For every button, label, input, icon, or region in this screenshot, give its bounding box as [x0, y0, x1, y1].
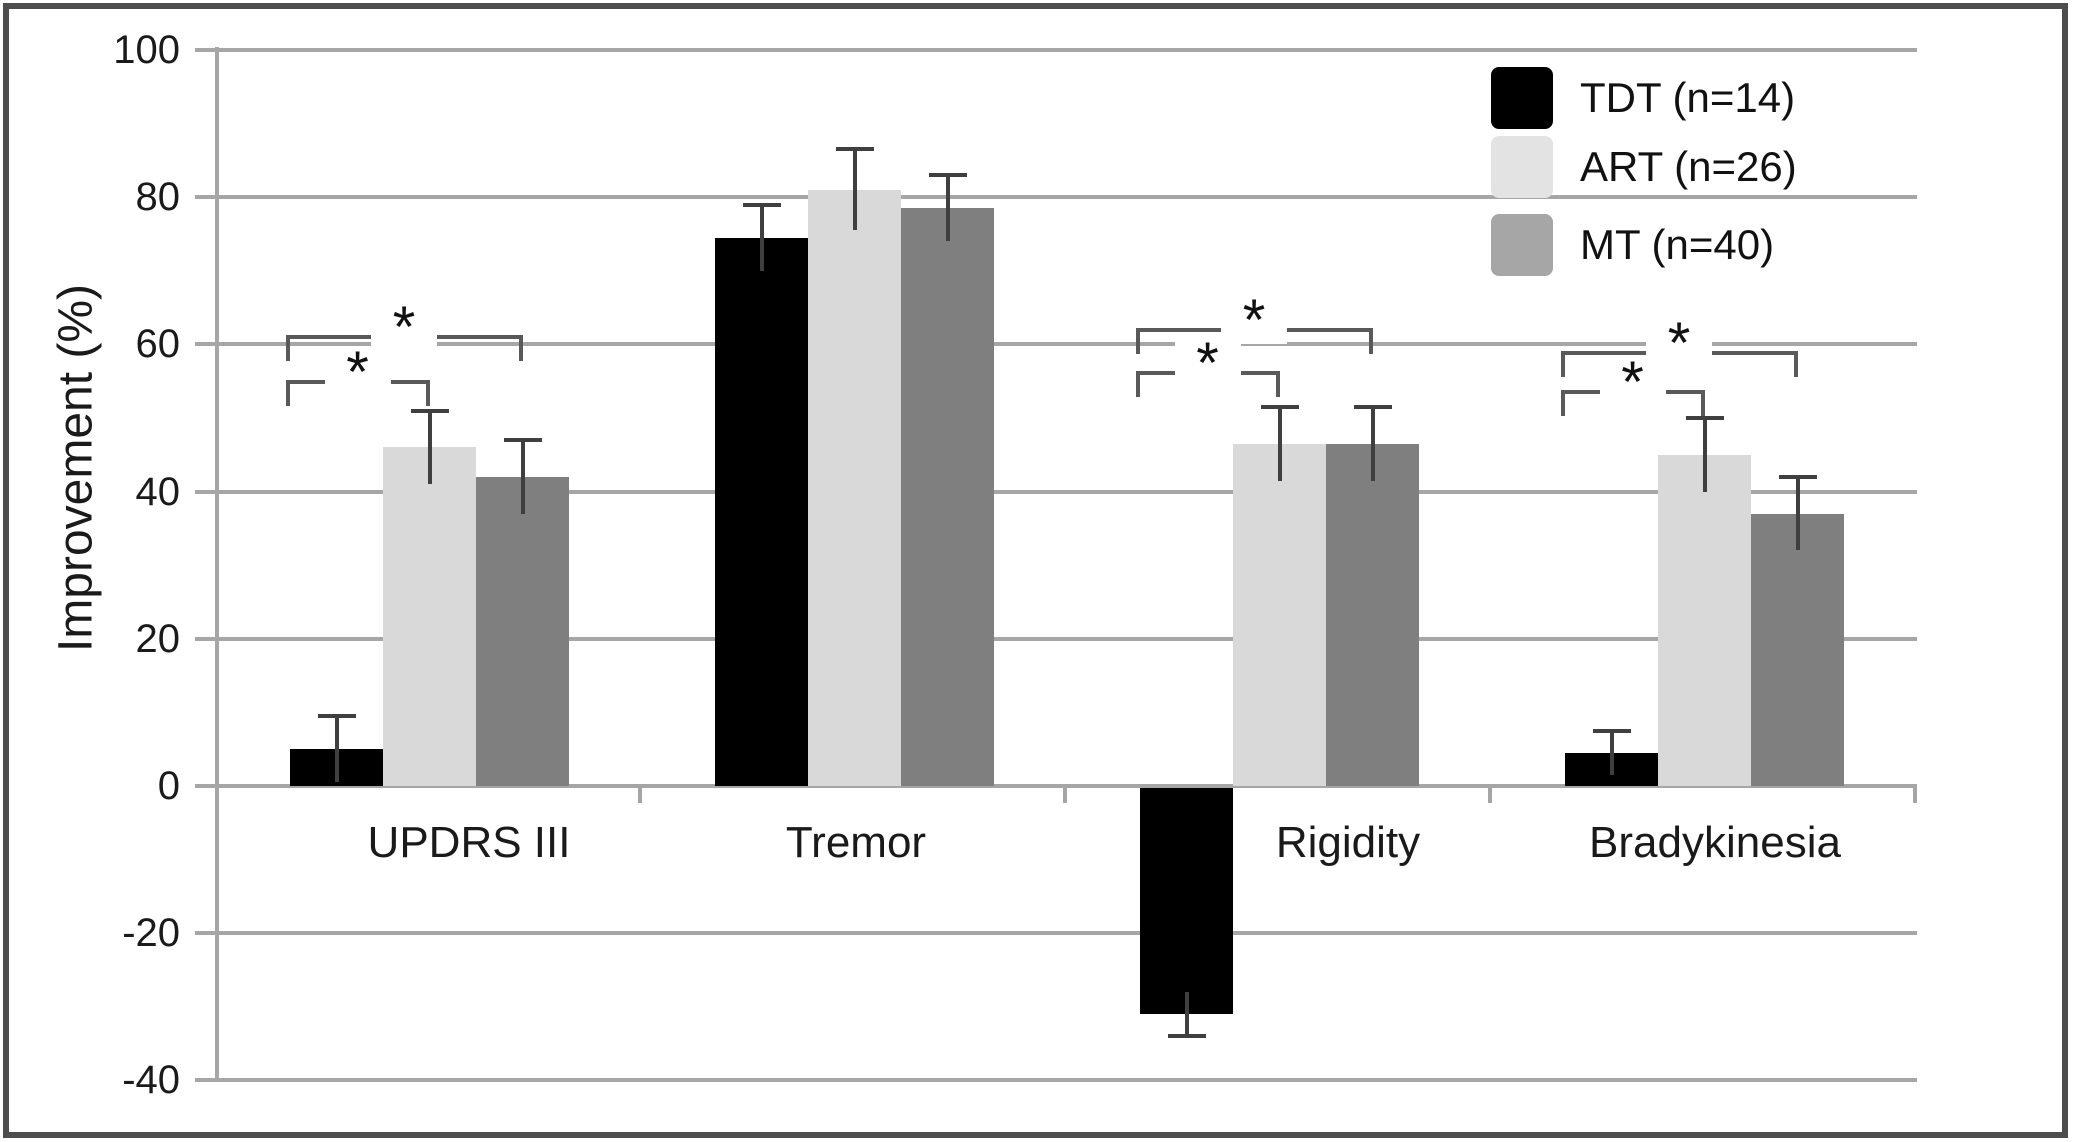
- error-bar-cap: [1685, 416, 1724, 420]
- error-bar-cap: [742, 202, 781, 207]
- bar-mt-2: [1326, 443, 1419, 786]
- error-bar-line: [1370, 406, 1375, 481]
- significance-bracket-end: [1560, 351, 1565, 377]
- error-bar-cap: [835, 147, 874, 152]
- error-bar-cap: [1592, 728, 1631, 733]
- category-label: Tremor: [785, 818, 927, 867]
- bar-art-3: [1658, 454, 1751, 786]
- legend-swatch: [1491, 67, 1553, 129]
- y-gridline: [217, 489, 1917, 494]
- significance-bracket-end: [1368, 328, 1373, 354]
- error-bar-line: [427, 410, 432, 485]
- error-bar-line: [1702, 418, 1707, 492]
- significance-bracket-end: [1135, 328, 1140, 354]
- error-bar-cap: [928, 173, 967, 178]
- x-tick: [1488, 786, 1492, 803]
- error-bar-line: [1609, 730, 1614, 775]
- significance-bracket-end: [285, 335, 290, 361]
- y-gridline: [217, 342, 1917, 347]
- legend-label: TDT (n=14): [1580, 74, 1796, 121]
- y-gridline: [217, 48, 1917, 52]
- y-tick-label: 80: [135, 175, 181, 220]
- x-tick: [1063, 786, 1067, 803]
- bar-tdt-1: [715, 237, 808, 786]
- y-tick-label: 100: [113, 28, 180, 72]
- error-bar-line: [1795, 476, 1800, 551]
- y-tick: [195, 342, 218, 347]
- y-gridline: [217, 931, 1917, 936]
- y-tick-label: 40: [135, 469, 181, 514]
- error-bar-cap: [1778, 474, 1817, 479]
- legend-swatch: [1491, 136, 1553, 198]
- category-label: Bradykinesia: [1589, 818, 1841, 867]
- error-bar-line: [1184, 992, 1189, 1037]
- significance-asterisk: *: [1221, 292, 1287, 350]
- bar-tdt-2: [1140, 788, 1233, 1015]
- x-tick: [638, 786, 642, 803]
- y-tick-label: 0: [157, 764, 180, 808]
- legend-swatch: [1491, 214, 1553, 276]
- y-tick: [195, 48, 218, 52]
- significance-bracket-end: [1275, 371, 1280, 397]
- error-bar-line: [945, 175, 950, 242]
- legend-label: MT (n=40): [1580, 221, 1775, 268]
- y-gridline: [217, 636, 1917, 641]
- y-tick: [195, 784, 218, 788]
- error-bar-cap: [1353, 404, 1392, 409]
- error-bar-line: [1277, 406, 1282, 481]
- y-axis-title: Improvement (%): [49, 283, 103, 653]
- significance-bracket-end: [1793, 351, 1798, 377]
- significance-asterisk: *: [1599, 354, 1666, 412]
- category-label: UPDRS III: [367, 818, 571, 867]
- significance-bracket-end: [518, 335, 523, 361]
- y-tick-label: 60: [135, 322, 181, 367]
- significance-asterisk: *: [371, 299, 437, 357]
- significance-bracket-end: [425, 380, 430, 406]
- bar-mt-3: [1751, 513, 1844, 786]
- bar-art-0: [383, 447, 476, 786]
- error-bar-cap: [410, 408, 449, 413]
- error-bar-cap: [317, 714, 356, 719]
- legend-label: ART (n=26): [1580, 143, 1797, 190]
- error-bar-line: [520, 440, 525, 514]
- y-tick: [195, 931, 218, 936]
- y-gridline: [217, 784, 1917, 788]
- error-bar-line: [759, 204, 764, 271]
- bar-mt-1: [901, 208, 994, 786]
- error-bar-cap: [1167, 1034, 1206, 1039]
- y-tick-label: -40: [122, 1058, 180, 1103]
- y-tick-label: -20: [122, 911, 180, 956]
- significance-bracket-end: [1560, 390, 1565, 416]
- y-gridline: [217, 195, 1917, 200]
- bar-mt-0: [476, 476, 569, 786]
- error-bar-line: [852, 149, 857, 231]
- significance-asterisk: *: [1174, 335, 1241, 393]
- error-bar-line: [334, 716, 339, 783]
- y-tick: [195, 636, 218, 641]
- error-bar-cap: [1260, 404, 1299, 409]
- category-label: Rigidity: [1275, 818, 1421, 867]
- y-tick-label: 20: [135, 616, 181, 661]
- significance-asterisk: *: [1646, 315, 1712, 373]
- significance-bracket-end: [285, 380, 290, 406]
- bar-art-2: [1233, 443, 1326, 786]
- x-tick: [1913, 786, 1917, 803]
- significance-bracket-end: [1700, 390, 1705, 416]
- error-bar-cap: [503, 438, 542, 443]
- significance-asterisk: *: [324, 344, 391, 402]
- y-tick: [195, 1078, 218, 1083]
- y-axis-line: [215, 47, 219, 1082]
- y-tick: [195, 195, 218, 200]
- y-gridline: [217, 1078, 1917, 1083]
- y-tick: [195, 489, 218, 494]
- significance-bracket-end: [1135, 371, 1140, 397]
- bar-art-1: [808, 189, 901, 786]
